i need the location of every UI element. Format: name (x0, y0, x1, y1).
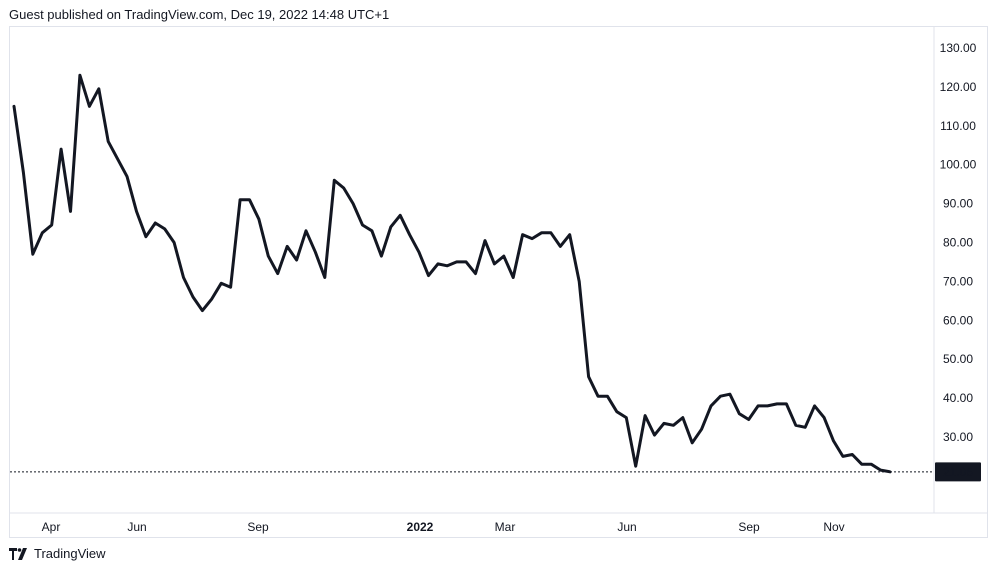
last-price-badge: 21.05 (935, 462, 981, 482)
time-tick-label: Jun (617, 520, 636, 534)
price-tick-label: 50.00 (943, 352, 973, 366)
time-tick-label: Apr (42, 520, 61, 534)
time-axis: Apr Jun Sep 2022 Mar Jun Sep Nov (42, 520, 845, 534)
price-tick-label: 100.00 (940, 158, 977, 172)
tradingview-logo-icon (9, 547, 27, 560)
price-tick-label: 60.00 (943, 313, 973, 327)
time-tick-label: Mar (495, 520, 516, 534)
publication-info: Guest published on TradingView.com, Dec … (9, 7, 390, 22)
time-tick-label: Sep (247, 520, 269, 534)
price-axis: 130.00 120.00 110.00 100.00 90.00 80.00 70.00 6… (940, 41, 977, 444)
tradingview-brand-label: TradingView (34, 546, 106, 561)
last-price-label: 21.05 (943, 465, 973, 479)
price-tick-label: 110.00 (940, 119, 976, 133)
time-tick-label: Nov (823, 520, 844, 534)
chart-frame (9, 26, 988, 538)
footer: TradingView (9, 546, 106, 561)
price-series-line (12, 73, 892, 474)
price-tick-label: 80.00 (943, 236, 973, 250)
price-tick-label: 40.00 (943, 391, 973, 405)
price-tick-label: 130.00 (940, 41, 977, 55)
time-tick-label: Sep (738, 520, 760, 534)
price-tick-label: 30.00 (943, 430, 973, 444)
price-tick-label: 90.00 (943, 197, 973, 211)
price-tick-label: 120.00 (940, 80, 977, 94)
time-tick-label: Jun (127, 520, 146, 534)
last-price-badge-bg (935, 462, 981, 482)
time-tick-label: 2022 (407, 520, 434, 534)
price-tick-label: 70.00 (943, 274, 973, 288)
